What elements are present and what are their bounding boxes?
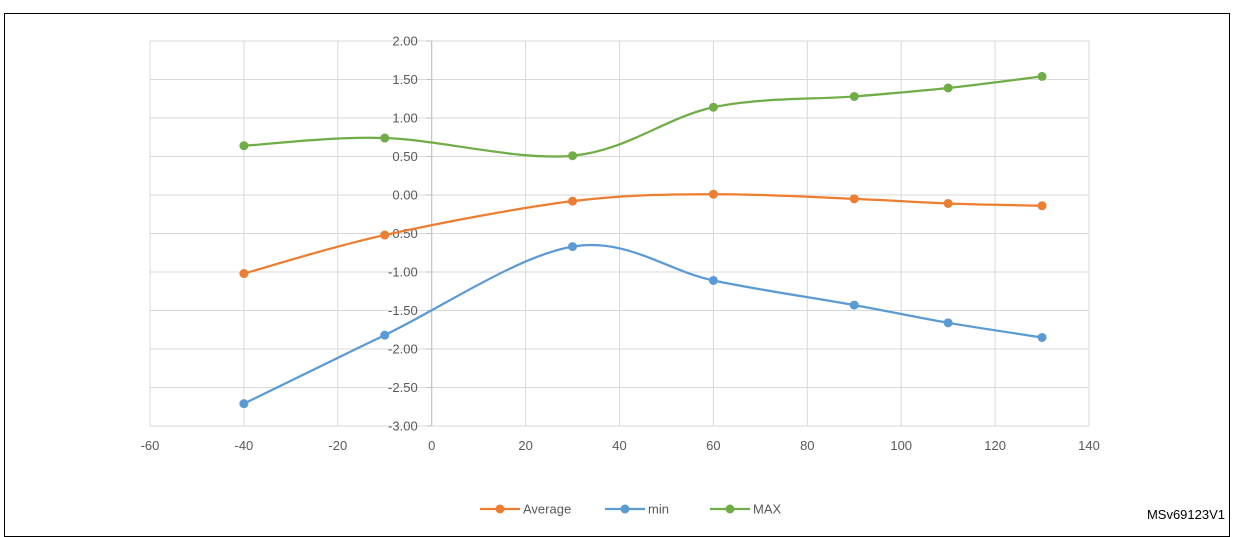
y-tick-label: 1.00 xyxy=(392,111,417,126)
data-point-min xyxy=(849,300,859,310)
data-point-average xyxy=(943,198,953,208)
data-point-max xyxy=(849,91,859,101)
data-point-min xyxy=(380,330,390,340)
x-tick-label: 120 xyxy=(984,438,1006,453)
y-tick-label: -1.00 xyxy=(388,265,418,280)
data-point-min xyxy=(568,242,578,252)
legend-label-average: Average xyxy=(523,502,571,517)
y-tick-label: 0.00 xyxy=(392,188,417,203)
y-tick-label: -3.00 xyxy=(388,419,418,434)
series-line-min xyxy=(243,244,1043,405)
legend-marker-min xyxy=(620,504,630,514)
legend-label-min: min xyxy=(648,502,669,517)
y-tick-label: -2.00 xyxy=(388,342,418,357)
x-tick-label: -60 xyxy=(141,438,160,453)
series xyxy=(239,71,1047,409)
y-tick-label: 2.00 xyxy=(392,34,417,49)
legend: Average min MAX xyxy=(480,502,782,517)
legend-marker-average xyxy=(495,504,505,514)
grid xyxy=(149,40,1090,427)
x-tick-label: 80 xyxy=(800,438,814,453)
data-point-average xyxy=(380,230,390,240)
data-point-max xyxy=(568,151,578,161)
axes: -60 -40 -20 0 20 40 60 80 100 120 140 2.00 1.50 1.00 0… xyxy=(141,34,1100,454)
x-tick-label: 40 xyxy=(612,438,626,453)
x-tick-label: 20 xyxy=(518,438,532,453)
legend-label-max: MAX xyxy=(753,502,782,517)
data-point-min xyxy=(239,399,249,409)
data-point-min xyxy=(1037,332,1047,342)
data-point-max xyxy=(380,133,390,143)
chart-frame xyxy=(4,13,1230,537)
y-tick-label: -2.50 xyxy=(388,380,418,395)
x-tick-label: 60 xyxy=(706,438,720,453)
data-point-average xyxy=(568,196,578,206)
data-point-min xyxy=(708,275,718,285)
data-point-average xyxy=(239,269,249,279)
x-tick-label: 100 xyxy=(890,438,912,453)
legend-marker-max xyxy=(725,504,735,514)
figure-code: MSv69123V1 xyxy=(1146,507,1225,522)
y-tick-label: -1.50 xyxy=(388,303,418,318)
y-tick-label: 1.50 xyxy=(392,72,417,87)
data-point-max xyxy=(239,141,249,151)
x-tick-label: -20 xyxy=(328,438,347,453)
y-tick-label: 0.50 xyxy=(392,149,417,164)
data-point-max xyxy=(943,83,953,93)
series-line-max xyxy=(243,75,1043,158)
data-point-average xyxy=(849,194,859,204)
data-point-min xyxy=(943,318,953,328)
x-tick-label: 0 xyxy=(428,438,435,453)
data-point-max xyxy=(1037,71,1047,81)
x-tick-label: -40 xyxy=(235,438,254,453)
x-tick-label: 140 xyxy=(1078,438,1100,453)
data-point-average xyxy=(708,189,718,199)
data-point-average xyxy=(1037,201,1047,211)
data-point-max xyxy=(708,102,718,112)
